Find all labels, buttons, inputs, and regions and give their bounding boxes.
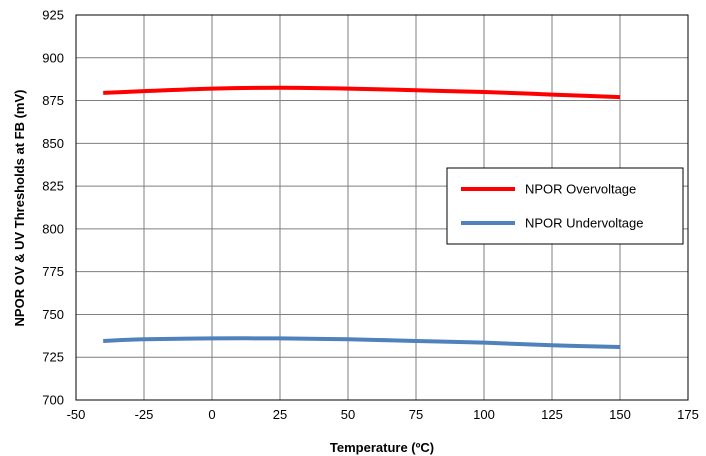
y-tick-label: 850 xyxy=(42,136,64,151)
x-tick-label: 125 xyxy=(541,407,563,422)
y-tick-label: 700 xyxy=(42,393,64,408)
x-tick-label: -50 xyxy=(67,407,86,422)
y-tick-label: 875 xyxy=(42,93,64,108)
x-tick-label: 0 xyxy=(208,407,215,422)
legend-box xyxy=(446,167,684,245)
x-tick-label: 25 xyxy=(273,407,287,422)
y-tick-label: 825 xyxy=(42,179,64,194)
series-line-npor-overvoltage xyxy=(103,85,621,100)
legend: NPOR Overvoltage NPOR Undervoltage xyxy=(446,167,684,245)
x-tick-label: 75 xyxy=(409,407,423,422)
y-axis-title: NPOR OV & UV Thresholds at FB (mV) xyxy=(12,90,27,327)
y-tick-label: 800 xyxy=(42,221,64,236)
y-tick-labels: 700 725 750 775 800 825 850 875 900 925 xyxy=(42,8,64,408)
x-tick-labels: -50 -25 0 25 50 75 100 125 150 175 xyxy=(67,407,699,422)
y-tick-label: 750 xyxy=(42,307,64,322)
x-tick-label: 175 xyxy=(677,407,699,422)
series-line-npor-undervoltage xyxy=(103,336,621,349)
x-tick-label: 150 xyxy=(609,407,631,422)
y-tick-label: 725 xyxy=(42,350,64,365)
x-tick-label: -25 xyxy=(135,407,154,422)
y-tick-label: 925 xyxy=(42,8,64,23)
plot-frame xyxy=(75,14,689,401)
x-tick-label: 50 xyxy=(341,407,355,422)
series-lines xyxy=(103,85,621,349)
x-tick-label: 100 xyxy=(473,407,495,422)
legend-label-npor-undervoltage: NPOR Undervoltage xyxy=(525,216,644,231)
y-tick-label: 900 xyxy=(42,50,64,65)
x-axis-title: Temperature (ºC) xyxy=(330,440,434,455)
legend-label-npor-overvoltage: NPOR Overvoltage xyxy=(525,182,636,197)
y-tick-label: 775 xyxy=(42,264,64,279)
